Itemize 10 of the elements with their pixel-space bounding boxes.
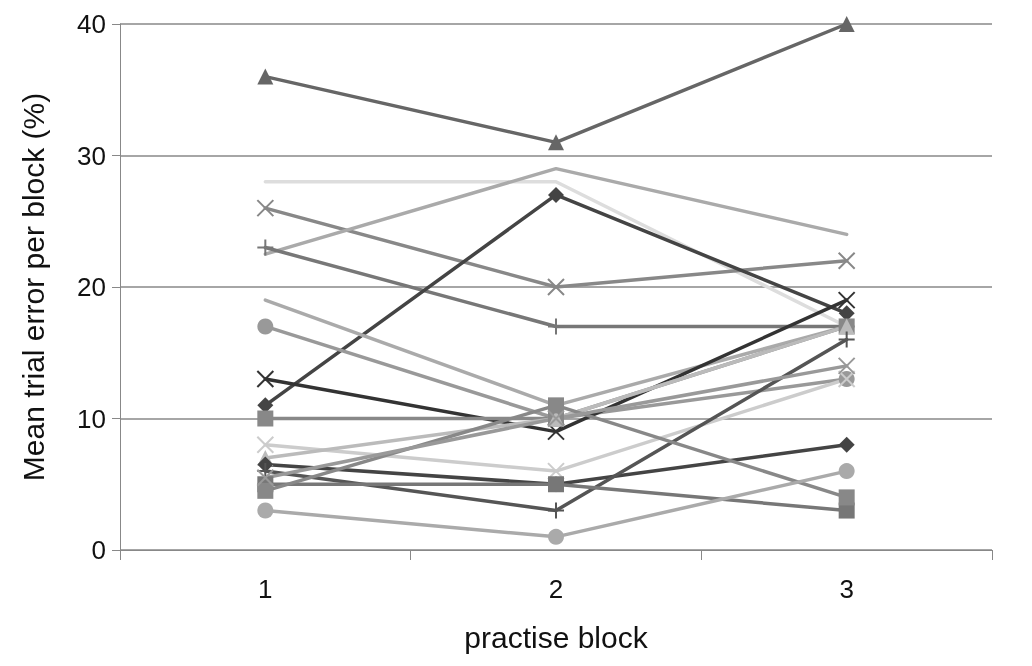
y-axis-title: Mean trial error per block (%) <box>16 92 50 482</box>
x-tick-label: 3 <box>839 574 854 604</box>
y-tick-label: 20 <box>77 272 106 302</box>
y-tick-label: 30 <box>77 140 106 171</box>
x-axis-title: practise block <box>464 620 649 654</box>
y-tick-label: 40 <box>77 9 106 39</box>
y-tick-label: 0 <box>91 535 106 565</box>
x-tick-label: 1 <box>258 574 273 604</box>
x-tick-label: 2 <box>548 574 564 604</box>
y-tick-label: 10 <box>77 403 106 434</box>
